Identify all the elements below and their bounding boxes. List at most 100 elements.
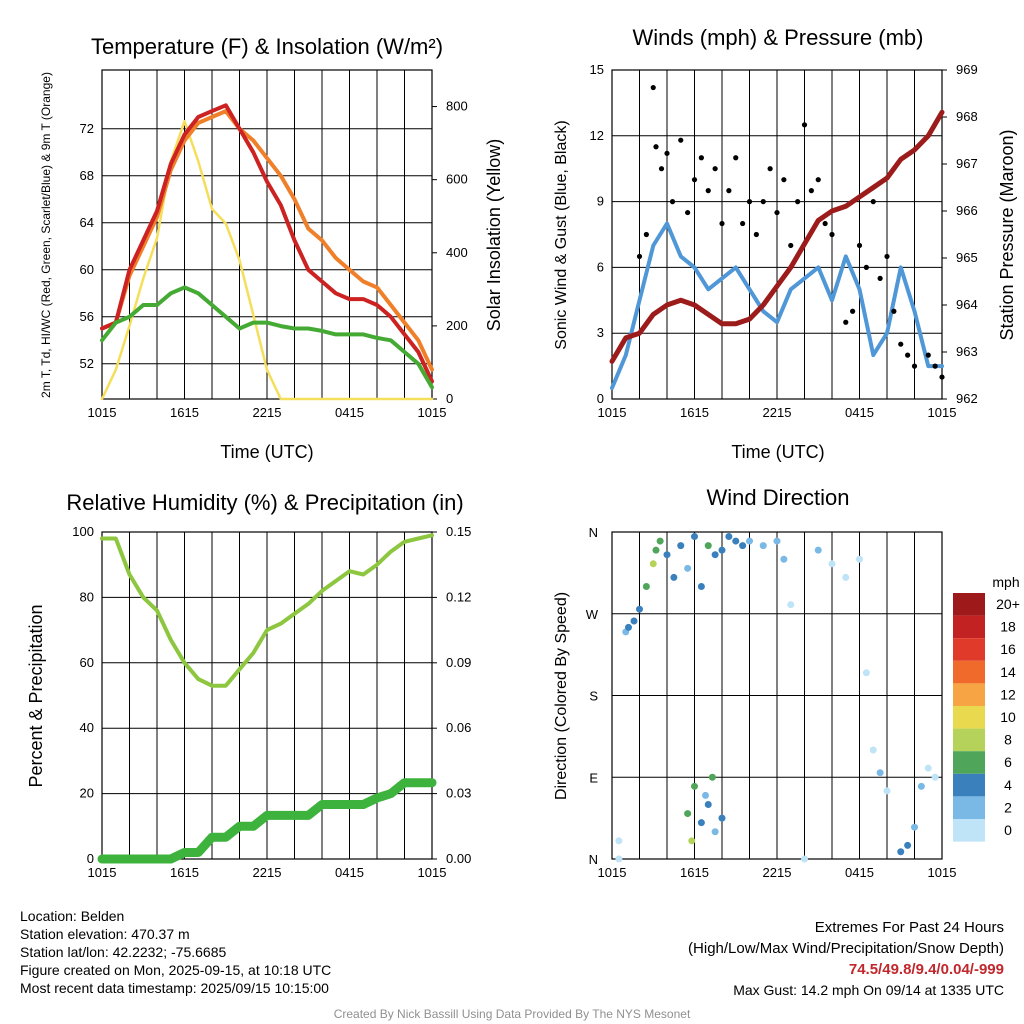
gust-point: [843, 319, 849, 325]
y-tick-label-right: 0.12: [446, 589, 471, 604]
y-tick-label-right: 800: [446, 99, 468, 114]
colorbar-label: 20+: [996, 596, 1020, 612]
x-tick-label: 1615: [170, 405, 199, 420]
y-tick-label-left: 3: [597, 325, 604, 340]
direction-tick-label: W: [586, 607, 599, 622]
y-tick-label-right: 0.15: [446, 524, 471, 539]
direction-point: [904, 841, 912, 849]
gust-point: [877, 275, 883, 281]
direction-point: [615, 837, 623, 845]
y-tick-label-right: 962: [956, 391, 978, 406]
gust-point: [815, 177, 821, 183]
precipitation-line: [97, 778, 437, 864]
x-tick-label: 2215: [763, 405, 792, 420]
direction-point: [711, 828, 719, 836]
y-tick-label-left: 6: [597, 259, 604, 274]
y-tick-label-right: 600: [446, 172, 468, 187]
y-tick-label-right: 963: [956, 344, 978, 359]
direction-point: [684, 564, 692, 572]
y-tick-label-left: 68: [80, 168, 94, 183]
x-tick-label: 0415: [845, 405, 874, 420]
gust-point: [650, 84, 656, 91]
colorbar-swatch: [953, 706, 985, 729]
direction-point: [725, 533, 733, 541]
gust-point: [746, 199, 753, 205]
gust-point: [925, 352, 931, 358]
direction-point: [642, 583, 650, 590]
direction-point: [876, 769, 884, 777]
temperature-9m-line: [100, 109, 434, 372]
gust-point: [767, 166, 773, 172]
gust-point: [653, 144, 659, 150]
gust-point: [905, 352, 911, 358]
gust-point: [795, 199, 801, 205]
insolation-line: [100, 119, 434, 401]
colorbar-swatch: [953, 728, 985, 752]
direction-point: [801, 855, 808, 863]
gust-point: [712, 166, 718, 172]
station-info: Location: Belden Station elevation: 470.…: [20, 907, 331, 997]
pressure-line: [609, 109, 945, 364]
gust-point: [658, 166, 665, 172]
dewpoint-line: [100, 285, 434, 390]
direction-point: [691, 782, 698, 790]
wind-panel: Winds (mph) & Pressure (mb) Sonic Wind &…: [553, 25, 1017, 462]
x-tick-label: 1015: [928, 865, 957, 880]
direction-point: [718, 814, 726, 822]
gust-point: [774, 209, 780, 216]
x-tick-label: 2215: [253, 865, 282, 880]
plot-frame: [611, 69, 943, 400]
gust-point: [733, 155, 739, 161]
direction-point: [702, 791, 709, 799]
y-tick-label-left: 9: [597, 194, 604, 209]
colorbar-label: 6: [1004, 754, 1012, 770]
gust-point: [870, 199, 876, 205]
y-tick-label-left: 100: [72, 524, 94, 539]
temperature-xlabel: Time (UTC): [220, 442, 313, 462]
colorbar-unit: mph: [992, 574, 1019, 590]
direction-point: [773, 537, 781, 545]
y-tick-label-left: 60: [80, 262, 94, 277]
direction-point: [897, 848, 905, 856]
gust-point: [808, 188, 814, 194]
direction-point: [691, 533, 698, 541]
gust-point: [898, 341, 904, 347]
wind-ylabel-right: Station Pressure (Maroon): [997, 129, 1017, 340]
direction-point: [869, 746, 877, 754]
colorbar-swatch: [953, 683, 985, 706]
y-tick-label-right: 967: [956, 156, 978, 171]
y-tick-label-right: 965: [956, 250, 978, 265]
humidity-title: Relative Humidity (%) & Precipitation (i…: [66, 490, 463, 515]
plot-frame: [611, 531, 943, 860]
direction-point: [732, 537, 740, 545]
direction-point: [924, 764, 932, 772]
gust-point: [939, 374, 945, 380]
gust-point: [911, 363, 918, 369]
extremes-info: Extremes For Past 24 Hours (High/Low/Max…: [688, 918, 1004, 1000]
direction-point: [746, 537, 753, 545]
colorbar-swatch: [953, 751, 985, 774]
direction-point: [739, 542, 747, 550]
colorbar-swatch: [953, 819, 985, 842]
y-tick-label-right: 0.09: [446, 655, 471, 670]
y-tick-label-left: 64: [80, 215, 94, 230]
wind-ylabel-left: Sonic Wind & Gust (Blue, Black): [553, 120, 570, 349]
wind-speed-line: [610, 221, 944, 390]
direction-panel: Wind Direction Direction (Colored By Spe…: [553, 485, 1020, 880]
y-tick-label-left: 52: [80, 356, 94, 371]
gust-point: [884, 253, 890, 260]
y-tick-label-left: 0: [597, 391, 604, 406]
x-tick-label: 1615: [680, 405, 709, 420]
direction-point: [787, 601, 795, 609]
extremes-heading: Extremes For Past 24 Hours: [814, 919, 1004, 936]
direction-point: [856, 555, 863, 563]
direction-point: [931, 773, 939, 781]
wind-xlabel: Time (UTC): [731, 442, 824, 462]
direction-point: [670, 573, 678, 581]
y-tick-label-right: 0.06: [446, 720, 471, 735]
colorbar-swatch: [953, 593, 985, 616]
extremes-values: 74.5/49.8/9.4/0.04/-999: [848, 961, 1004, 978]
gust-point: [643, 231, 649, 238]
direction-point: [704, 801, 712, 808]
direction-point: [615, 855, 623, 863]
